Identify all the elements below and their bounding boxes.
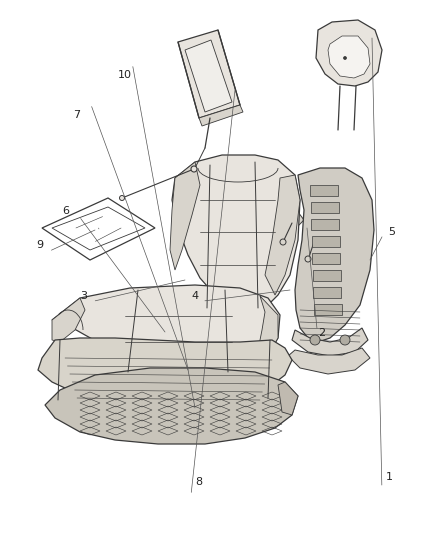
Polygon shape [292,328,368,356]
Text: 6: 6 [62,206,69,215]
Polygon shape [178,30,240,118]
Polygon shape [316,20,382,86]
Polygon shape [286,212,304,226]
FancyBboxPatch shape [310,185,338,196]
Polygon shape [185,40,232,112]
Text: 9: 9 [36,240,43,250]
Text: 5: 5 [389,227,396,237]
Polygon shape [52,298,85,342]
FancyBboxPatch shape [311,219,339,230]
Polygon shape [295,168,374,342]
Text: 8: 8 [196,478,203,487]
Text: 10: 10 [118,70,132,79]
Polygon shape [288,348,370,374]
Circle shape [280,239,286,245]
FancyBboxPatch shape [312,253,340,264]
Polygon shape [328,36,370,78]
FancyBboxPatch shape [312,270,340,281]
Polygon shape [308,227,324,241]
Circle shape [191,166,197,172]
FancyBboxPatch shape [311,202,339,213]
FancyBboxPatch shape [313,287,341,298]
FancyBboxPatch shape [314,304,342,315]
Circle shape [340,335,350,345]
FancyBboxPatch shape [311,236,339,247]
Polygon shape [52,285,280,378]
Circle shape [305,256,311,262]
Polygon shape [45,368,298,444]
Circle shape [310,335,320,345]
Polygon shape [38,338,292,406]
Text: 2: 2 [318,328,325,338]
Circle shape [120,196,124,200]
Text: 7: 7 [73,110,80,119]
Polygon shape [199,105,243,126]
Polygon shape [278,382,298,415]
Text: 3: 3 [80,291,87,301]
Polygon shape [172,155,300,312]
Polygon shape [265,175,300,295]
Polygon shape [258,296,278,355]
Circle shape [343,56,346,60]
Text: 4: 4 [191,291,198,301]
Polygon shape [170,162,200,270]
Text: 1: 1 [386,472,393,482]
